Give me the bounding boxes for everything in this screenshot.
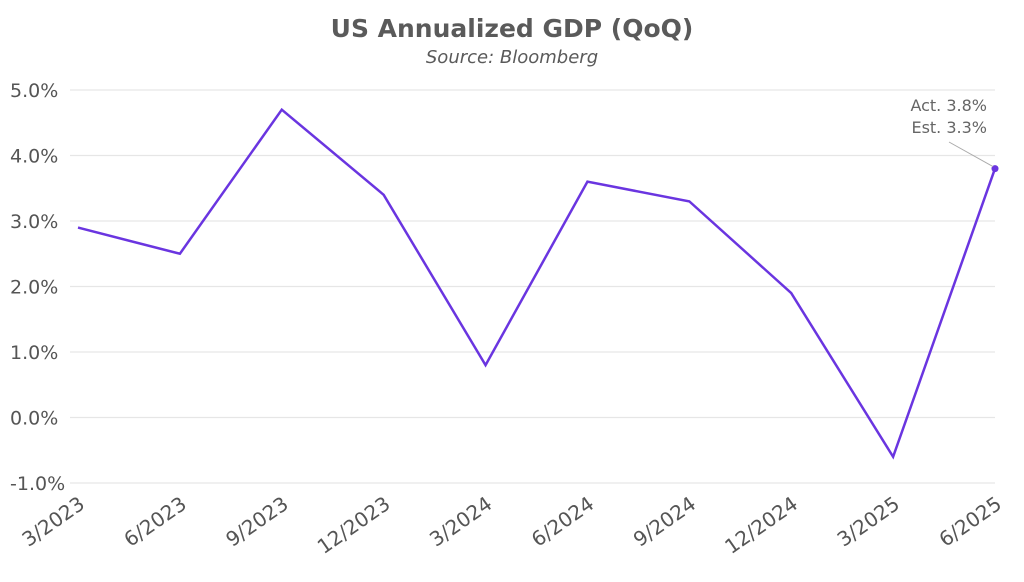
y-tick-label: 0.0% bbox=[10, 408, 58, 430]
y-tick-label: 4.0% bbox=[10, 146, 58, 168]
x-tick-label: 6/2024 bbox=[527, 491, 598, 551]
annotation-text: Est. 3.3% bbox=[911, 118, 987, 137]
x-tick-label: 6/2025 bbox=[934, 491, 1005, 551]
chart-subtitle: Source: Bloomberg bbox=[426, 47, 598, 68]
x-tick-label: 3/2025 bbox=[833, 491, 904, 551]
chart-title: US Annualized GDP (QoQ) bbox=[331, 14, 694, 43]
x-tick-label: 3/2024 bbox=[425, 491, 496, 551]
y-tick-label: 3.0% bbox=[10, 211, 58, 233]
gdp-series-line bbox=[78, 110, 995, 457]
y-tick-label: 2.0% bbox=[10, 277, 58, 299]
x-tick-label: 9/2024 bbox=[629, 491, 700, 551]
y-tick-label: 1.0% bbox=[10, 342, 58, 364]
y-tick-label: 5.0% bbox=[10, 80, 58, 102]
x-tick-label: 6/2023 bbox=[119, 491, 190, 551]
annotation-text: Act. 3.8% bbox=[910, 96, 987, 115]
y-tick-label: -1.0% bbox=[10, 473, 65, 495]
x-tick-label: 12/2023 bbox=[313, 491, 395, 558]
x-tick-label: 9/2023 bbox=[221, 491, 292, 551]
x-tick-label: 3/2023 bbox=[17, 491, 88, 551]
annotation-leader-line bbox=[949, 142, 993, 167]
x-tick-label: 12/2024 bbox=[720, 491, 802, 558]
